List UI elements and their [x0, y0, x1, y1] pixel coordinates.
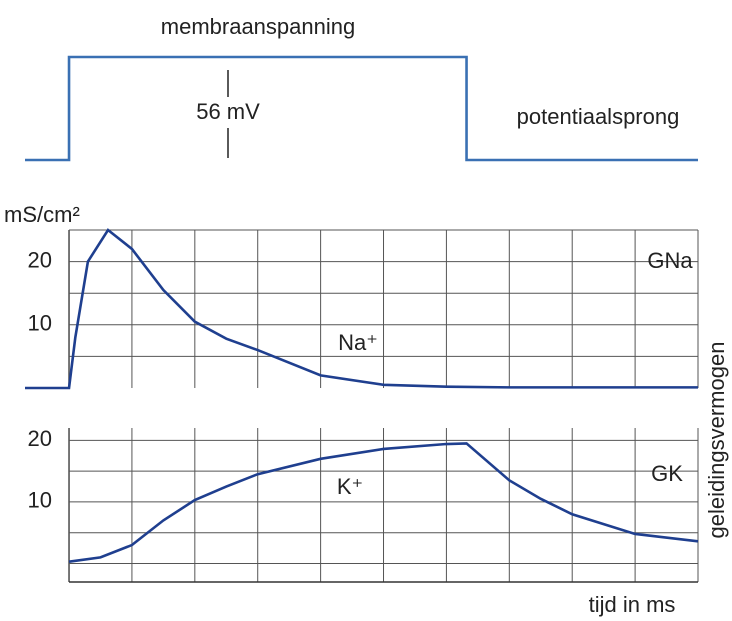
x-axis-label: tijd in ms: [589, 592, 676, 617]
y-tick-label: 10: [28, 311, 52, 336]
series-label: GNa: [647, 248, 693, 273]
line: [25, 228, 698, 390]
title: membraanspanning: [161, 14, 355, 39]
y-tick-label: 20: [28, 247, 52, 272]
annotation: 56 mV: [196, 99, 260, 124]
side-label: geleidingsvermogen: [704, 342, 729, 539]
series-label: GK: [651, 461, 683, 486]
y-tick-label: 20: [28, 426, 52, 451]
y-tick-label: 10: [28, 488, 52, 513]
line: [68, 442, 699, 563]
annotation: K⁺: [337, 474, 363, 499]
line: [25, 55, 698, 162]
y-axis-label: mS/cm²: [4, 202, 80, 227]
annotation: potentiaalsprong: [517, 104, 680, 129]
annotation: Na⁺: [338, 330, 378, 355]
